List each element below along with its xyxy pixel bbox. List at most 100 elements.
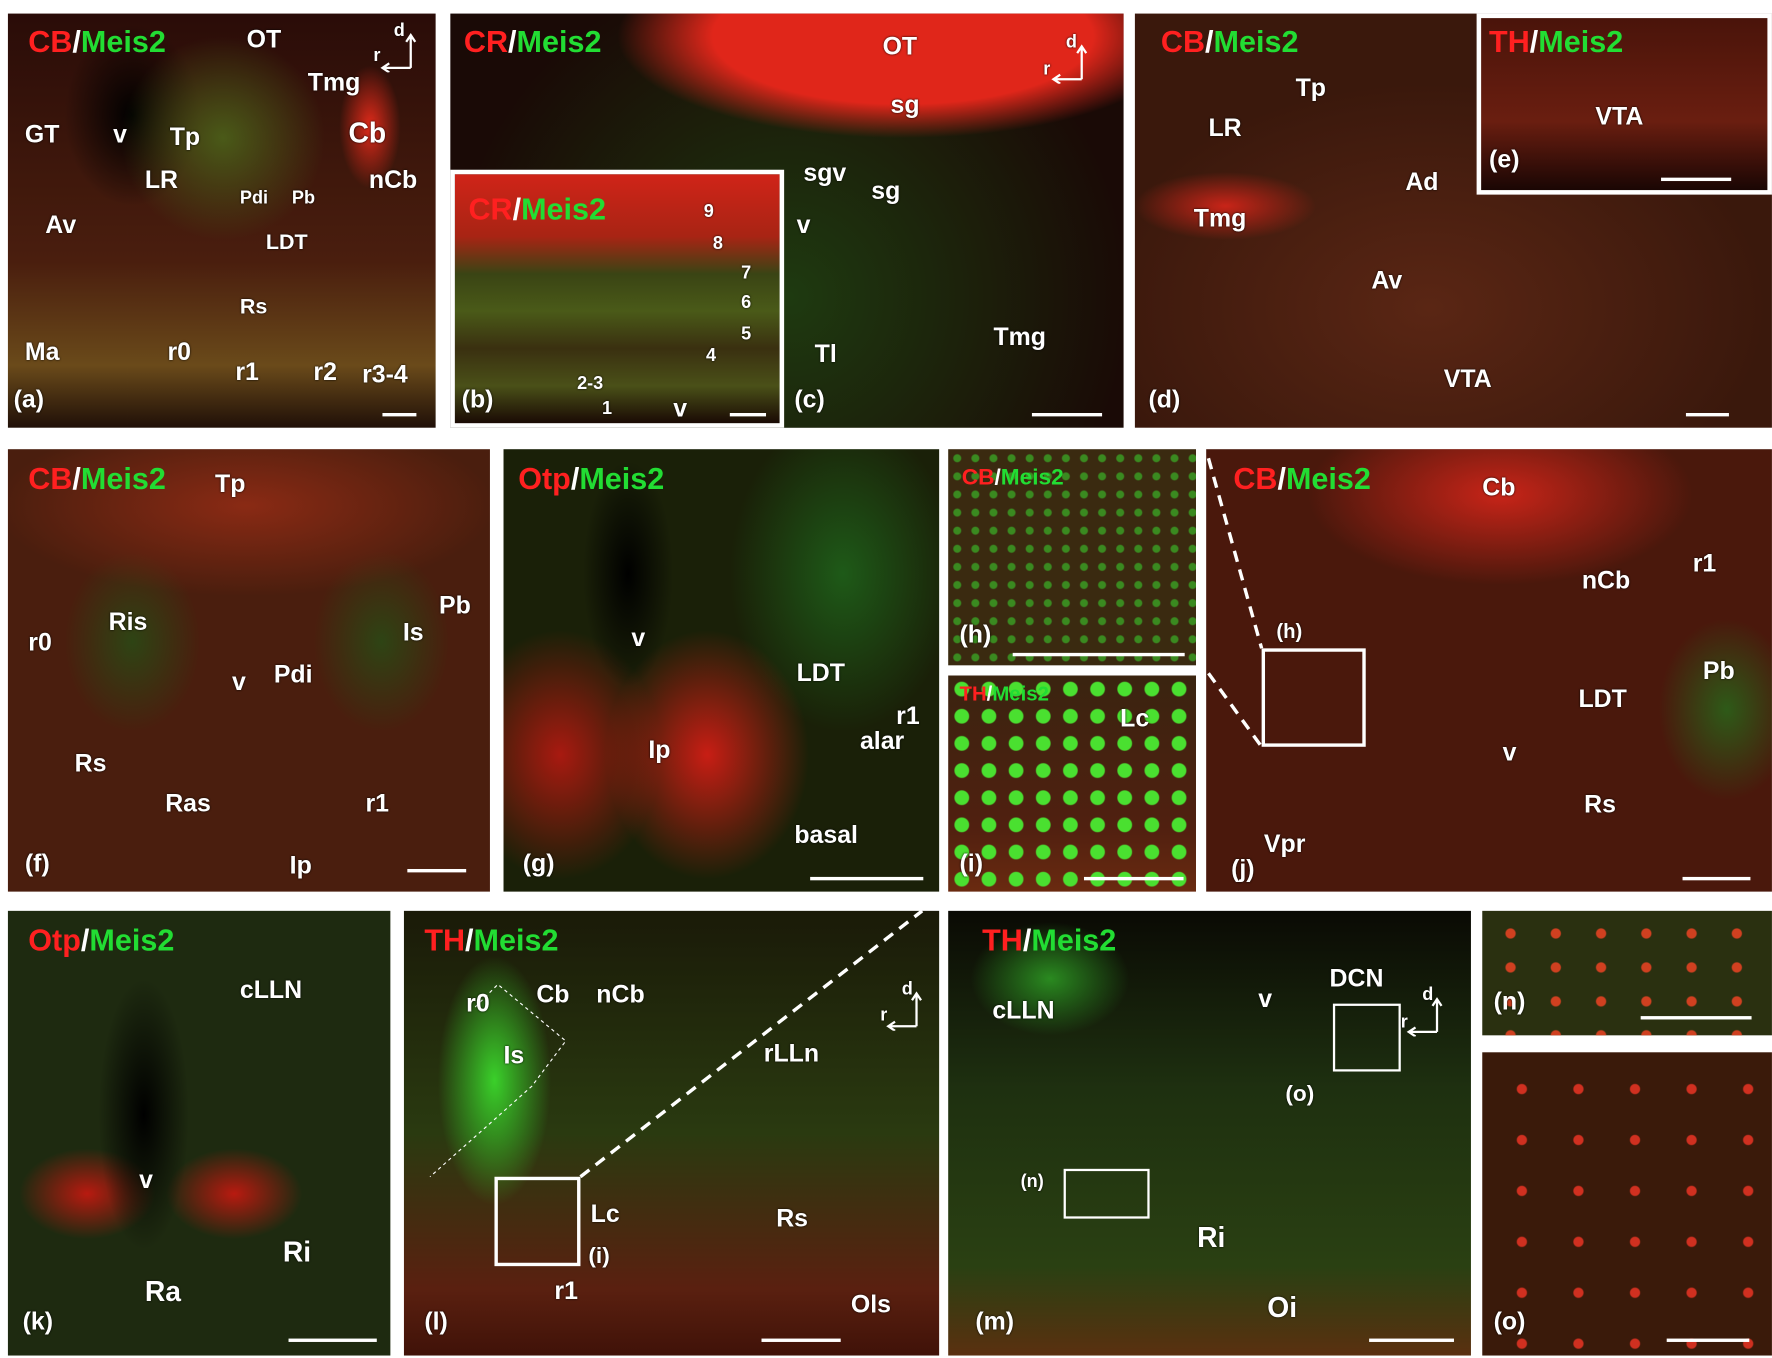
panel-c-title: CR/Meis2 [463, 24, 602, 59]
panel-letter: (b) [461, 384, 494, 413]
region-label: v [113, 119, 128, 149]
region-label: Ri [282, 1236, 312, 1269]
panel-g-image [503, 449, 940, 892]
scale-bar [1661, 177, 1732, 182]
dorsal-label: d [393, 21, 405, 41]
region-label: rLLn [763, 1038, 820, 1068]
region-label: r1 [365, 788, 390, 817]
layer-label: 8 [712, 234, 723, 254]
zoom-box-h [1261, 648, 1366, 747]
region-label: r1 [1692, 548, 1717, 578]
region-label: Ma [24, 337, 60, 366]
layer-label: 2-3 [577, 374, 604, 394]
region-label: r1 [235, 357, 259, 386]
panel-e-title: TH/Meis2 [1489, 24, 1624, 59]
region-label: v [139, 1165, 154, 1194]
rostral-label: r [373, 46, 381, 66]
panel-m-title: TH/Meis2 [982, 923, 1117, 958]
scale-bar [288, 1338, 377, 1342]
panel-b-inset [450, 169, 785, 428]
layer-label: 6 [741, 293, 752, 313]
zoom-box-n [1063, 1168, 1150, 1219]
panel-letter: (n) [1493, 986, 1526, 1015]
region-label: VTA [1443, 364, 1492, 393]
panel-letter: (d) [1148, 384, 1181, 413]
rostral-label: r [1043, 59, 1051, 80]
region-label: Vpr [1263, 829, 1306, 858]
region-label: Pb [1702, 656, 1735, 685]
scale-bar [407, 868, 467, 873]
region-label: Ri [1197, 1222, 1226, 1254]
zoom-box-i [494, 1176, 581, 1267]
region-label: LR [144, 165, 179, 194]
region-label: Tmg [993, 322, 1047, 351]
region-label: nCb [1581, 565, 1631, 595]
region-label: r2 [313, 357, 337, 386]
region-label: Av [1371, 265, 1403, 295]
region-label: LDT [265, 230, 308, 255]
region-label: Tmg [1193, 203, 1247, 232]
panel-h-title: CB/Meis2 [961, 465, 1064, 490]
region-label: Pdi [239, 188, 269, 209]
region-label: Oi [1267, 1292, 1298, 1324]
dorsal-label: d [1422, 985, 1434, 1005]
panel-letter: (k) [22, 1306, 54, 1336]
layer-label: 4 [706, 346, 717, 366]
region-label: Tp [169, 122, 201, 151]
zoom-box-label: (o) [1285, 1081, 1315, 1107]
panel-h-image [948, 449, 1196, 666]
panel-letter: (c) [794, 384, 825, 413]
region-label: Pb [439, 590, 471, 619]
panel-letter: (j) [1231, 854, 1255, 883]
region-label: LDT [796, 658, 845, 687]
scale-bar [1640, 1016, 1752, 1020]
orientation-arrow-icon [380, 33, 417, 73]
dorsal-label: d [901, 979, 913, 1000]
region-label: Lc [1120, 703, 1150, 733]
region-label: nCb [368, 165, 418, 194]
scale-bar [1083, 876, 1184, 881]
panel-letter: (l) [424, 1306, 448, 1336]
panel-letter: (o) [1493, 1306, 1526, 1336]
region-label: r0 [167, 337, 191, 366]
region-label: Av [45, 210, 77, 239]
panel-a-image [7, 13, 436, 428]
region-label: alar [859, 726, 905, 755]
scale-bar [382, 412, 417, 417]
region-label: v [673, 393, 688, 423]
region-label: OT [882, 31, 918, 60]
panel-e-inset [1476, 13, 1772, 195]
region-label: Ols [850, 1289, 892, 1319]
panel-a-title: CB/Meis2 [28, 24, 166, 59]
region-label: sg [890, 90, 920, 119]
panel-letter: (m) [975, 1306, 1015, 1336]
region-label: Lc [590, 1199, 620, 1228]
region-label: Pb [291, 188, 316, 209]
panel-o-image [1482, 1052, 1772, 1356]
region-label: Tp [214, 469, 246, 498]
layer-label: 9 [703, 202, 714, 222]
region-label: nCb [596, 979, 645, 1009]
panel-n-image [1482, 910, 1772, 1036]
region-label: v [1502, 737, 1517, 767]
region-label: Tl [814, 339, 837, 368]
rostral-label: r [1400, 1012, 1408, 1032]
scale-bar [1666, 1338, 1750, 1342]
region-label: cLLN [239, 975, 303, 1004]
zoom-box-label: (i) [588, 1243, 610, 1269]
region-label: r3-4 [362, 359, 408, 389]
layer-label: 7 [741, 263, 752, 283]
region-label: DCN [1329, 964, 1384, 993]
region-label: Ra [144, 1276, 182, 1309]
panel-m-image [948, 910, 1471, 1356]
panel-f-title: CB/Meis2 [28, 461, 166, 496]
region-label: Ras [165, 788, 211, 817]
scale-bar [1682, 876, 1751, 881]
region-label: Ip [648, 735, 671, 764]
zoom-box-o [1332, 1003, 1401, 1072]
region-label: Ip [289, 850, 312, 880]
rostral-label: r [880, 1005, 888, 1026]
region-label: Rs [239, 295, 268, 320]
region-label: v [796, 210, 811, 239]
region-label: Tp [1295, 73, 1326, 102]
